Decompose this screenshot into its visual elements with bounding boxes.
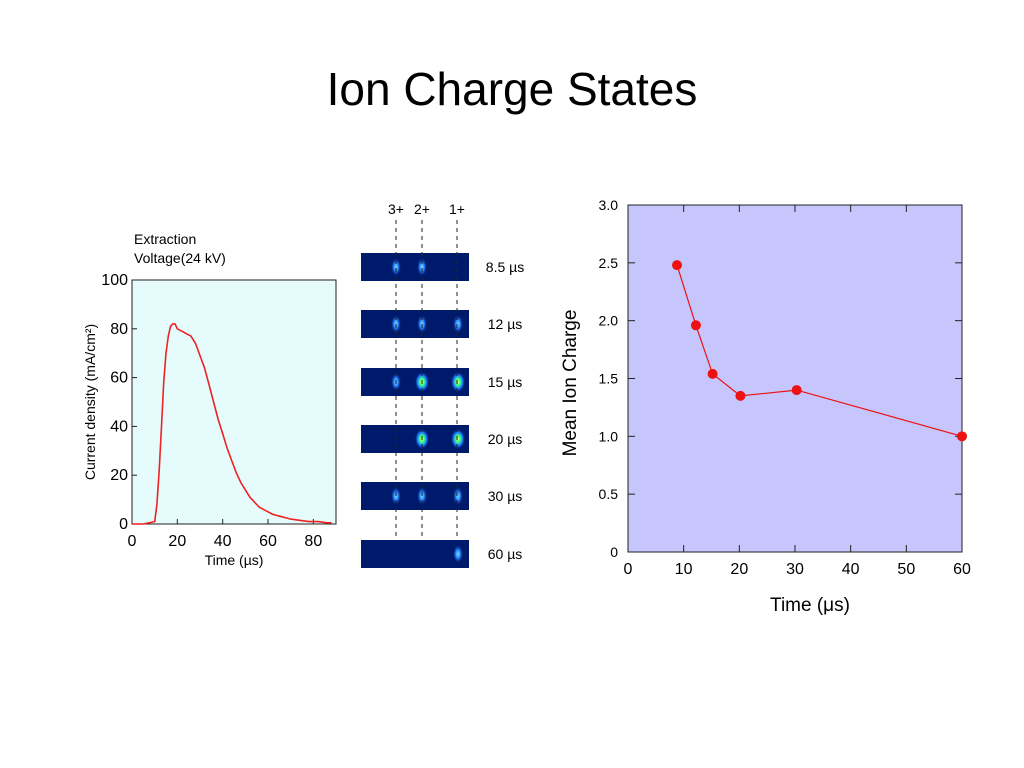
annotation-line-2: Voltage(24 kV) — [134, 250, 226, 266]
strip-time-label: 15 µs — [488, 374, 523, 390]
strip-ion-spot — [453, 315, 463, 333]
strip-image-row — [361, 540, 469, 568]
right-y-tick-label: 2.0 — [599, 313, 619, 329]
strip-ion-spot — [453, 487, 463, 505]
left-x-tick-labels: 0 20 40 60 80 — [128, 533, 323, 550]
mean-charge-point — [735, 390, 746, 401]
mean-charge-point — [707, 368, 718, 379]
strip-time-label: 60 µs — [488, 546, 523, 562]
left-x-axis-label: Time (µs) — [205, 552, 264, 568]
right-y-tick-label: 2.5 — [599, 255, 619, 271]
strip-column-labels: 3+ 2+ 1+ — [388, 201, 465, 217]
strip-image-row — [361, 253, 469, 281]
left-x-tick-label: 80 — [304, 533, 322, 550]
right-y-tick-labels: 0 0.5 1.0 1.5 2.0 2.5 3.0 — [599, 197, 619, 560]
strip-column-label: 3+ — [388, 201, 404, 217]
mean-charge-point — [671, 260, 682, 271]
annotation-line-1: Extraction — [134, 231, 196, 247]
right-y-tick-label: 1.0 — [599, 428, 619, 444]
left-y-tick-labels: 0 20 40 60 80 100 — [101, 272, 128, 533]
strip-ion-spot — [417, 487, 427, 505]
strip-column-label: 2+ — [414, 201, 430, 217]
right-x-tick-label: 50 — [897, 561, 915, 578]
right-y-tick-label: 0.5 — [599, 486, 619, 502]
mean-charge-line — [676, 264, 963, 437]
left-y-tick-label: 80 — [110, 321, 128, 338]
right-chart: 0 0.5 1.0 1.5 2.0 2.5 3.0 0 10 20 30 40 50 60 Time (… — [560, 197, 971, 616]
left-y-tick-label: 0 — [119, 516, 128, 533]
left-x-tick-label: 40 — [214, 533, 232, 550]
strip-time-label: 20 µs — [488, 431, 523, 447]
strip-time-label: 30 µs — [488, 488, 523, 504]
right-x-tick-label: 20 — [730, 561, 748, 578]
strip-time-label: 12 µs — [488, 316, 523, 332]
right-x-tick-label: 10 — [675, 561, 693, 578]
strip-ion-spot — [391, 258, 401, 276]
current-density-line — [132, 323, 332, 525]
strip-time-label: 8.5 µs — [486, 259, 524, 275]
ion-strip-panel: 3+ 2+ 1+ 8.5 µs 12 µs 15 µs 20 µs 30 µs 60 µs — [361, 201, 524, 568]
right-x-axis-label: Time (μs) — [770, 595, 850, 616]
left-plot-area — [131, 279, 337, 525]
mean-charge-points — [671, 260, 967, 442]
left-x-tick-label: 0 — [128, 533, 137, 550]
left-x-tick-label: 20 — [168, 533, 186, 550]
strip-ion-spot — [391, 487, 401, 505]
right-x-tick-label: 40 — [842, 561, 860, 578]
mean-charge-point — [791, 385, 802, 396]
left-y-tick-label: 20 — [110, 467, 128, 484]
right-plot-area — [627, 204, 963, 553]
strip-dashed-guides — [395, 220, 458, 538]
right-y-tick-label: 1.5 — [599, 371, 619, 387]
left-y-tick-label: 40 — [110, 418, 128, 435]
right-y-axis-label: Mean Ion Charge — [560, 310, 581, 457]
strip-image-row — [361, 482, 469, 510]
left-y-tick-label: 100 — [101, 272, 128, 289]
strip-image-row — [361, 310, 469, 338]
right-x-tick-label: 0 — [624, 561, 633, 578]
mean-charge-point — [957, 431, 967, 442]
right-x-tick-label: 60 — [953, 561, 971, 578]
slide-title: Ion Charge States — [326, 63, 698, 115]
right-y-tick-label: 3.0 — [599, 197, 619, 213]
mean-charge-point — [690, 320, 701, 331]
left-y-axis-label: Current density (mA/cm²) — [82, 324, 98, 480]
right-y-tick-label: 0 — [610, 544, 618, 560]
left-chart: Extraction Voltage(24 kV) 0 20 40 60 80 100 0… — [82, 231, 337, 568]
left-x-tick-label: 60 — [259, 533, 277, 550]
right-x-tick-labels: 0 10 20 30 40 50 60 — [624, 561, 971, 578]
strip-column-label: 1+ — [449, 201, 465, 217]
strip-ion-spot — [453, 545, 463, 563]
strip-ion-spot — [417, 258, 427, 276]
strip-rows: 8.5 µs 12 µs 15 µs 20 µs 30 µs 60 µs — [361, 253, 524, 568]
left-ticks — [131, 279, 314, 525]
strip-ion-spot — [451, 372, 465, 392]
right-x-tick-label: 30 — [786, 561, 804, 578]
strip-ion-spot — [451, 429, 465, 449]
left-y-tick-label: 60 — [110, 370, 128, 387]
